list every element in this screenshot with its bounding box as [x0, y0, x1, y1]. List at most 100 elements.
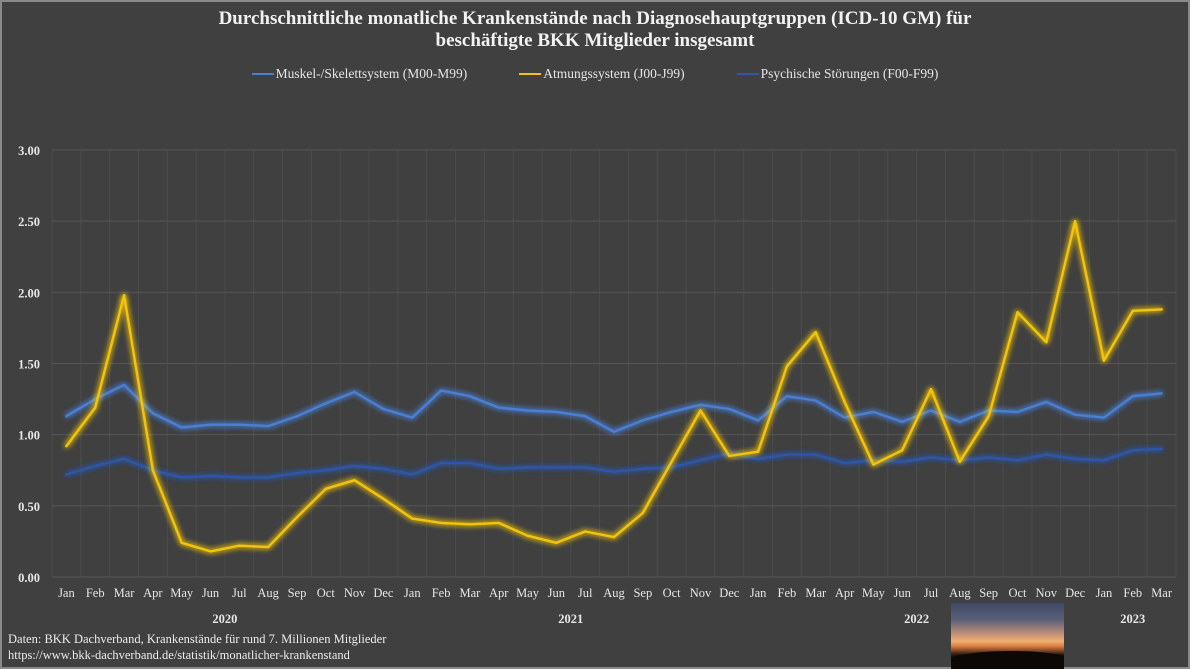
y-axis: 0.00 0.50 1.00 1.50 2.00 2.50 3.00 [18, 144, 40, 585]
data-point-psychisch [929, 456, 933, 459]
data-point-muskel [728, 407, 731, 411]
data-point-muskel [814, 399, 817, 402]
y-tick-label: 0.50 [18, 500, 40, 514]
chart-legend: Muskel-/Skelettsystem (M00-M99) Atmungss… [0, 66, 1190, 82]
data-point-atmung [1160, 308, 1163, 311]
data-point-atmung [670, 460, 673, 463]
data-point-atmung [583, 530, 587, 533]
year-label: 2021 [558, 612, 583, 626]
legend-item-atmung: Atmungssystem (J00-J99) [519, 66, 685, 82]
source-line-1: Daten: BKK Dachverband, Krankenstände fü… [8, 632, 387, 646]
data-point-muskel [65, 414, 68, 418]
x-axis: Jan Feb Mar Apr May Jun Jul Aug Sep Oct Nov Dec Jan F… [58, 586, 1173, 626]
data-point-muskel [324, 402, 327, 405]
data-point-psychisch [1016, 459, 1019, 462]
data-point-muskel [468, 395, 472, 398]
data-point-muskel [382, 407, 385, 411]
data-point-atmung [641, 511, 645, 515]
x-tick-label: Dec [373, 586, 394, 600]
data-point-psychisch [180, 476, 183, 479]
data-point-atmung [699, 409, 702, 412]
x-tick-label: Mar [114, 586, 136, 600]
data-point-atmung [958, 460, 962, 463]
data-point-muskel [1073, 413, 1077, 416]
data-point-atmung [872, 463, 875, 466]
data-point-psychisch [785, 453, 789, 456]
data-point-psychisch [411, 473, 414, 476]
data-point-psychisch [526, 466, 529, 469]
data-point-atmung [295, 516, 299, 519]
year-label: 2022 [904, 612, 929, 626]
data-point-muskel [238, 423, 241, 426]
x-tick-label: Nov [344, 586, 366, 600]
data-point-psychisch [699, 459, 702, 462]
series-line-muskel [65, 383, 1163, 433]
data-point-atmung [901, 449, 904, 452]
data-point-psychisch [641, 467, 645, 471]
data-point-muskel [1016, 410, 1019, 414]
x-tick-label: Apr [489, 586, 509, 600]
data-point-muskel [929, 409, 933, 412]
legend-item-psychisch: Psychische Störungen (F00-F99) [736, 66, 939, 82]
data-point-atmung [1102, 359, 1106, 362]
data-point-atmung [266, 545, 270, 549]
x-tick-label: Dec [719, 586, 740, 600]
data-point-muskel [353, 390, 356, 394]
data-point-atmung [756, 450, 760, 453]
data-point-psychisch [555, 466, 558, 469]
data-point-atmung [324, 487, 327, 490]
data-point-psychisch [1160, 447, 1163, 451]
y-tick-label: 3.00 [18, 144, 40, 158]
x-tick-label: Jul [232, 586, 247, 600]
x-tick-label: Jul [924, 586, 939, 600]
data-point-muskel [1102, 416, 1106, 419]
data-point-muskel [699, 403, 702, 406]
data-point-psychisch [382, 467, 385, 471]
x-tick-label: Mar [1151, 586, 1173, 600]
data-point-psychisch [209, 474, 212, 478]
x-tick-label: Jun [894, 586, 912, 600]
year-label: 2020 [212, 612, 237, 626]
y-tick-label: 2.50 [18, 215, 40, 229]
data-point-muskel [843, 416, 846, 419]
x-tick-label: Sep [979, 586, 998, 600]
data-point-atmung [353, 479, 356, 482]
data-point-atmung [180, 541, 183, 545]
data-point-muskel [266, 424, 270, 428]
x-tick-label: Jul [578, 586, 593, 600]
data-point-muskel [1131, 395, 1134, 398]
x-tick-label: May [516, 586, 540, 600]
grid [51, 149, 1177, 578]
data-point-psychisch [1102, 459, 1106, 462]
x-tick-label: Feb [432, 586, 451, 600]
x-tick-label: Aug [949, 586, 971, 600]
legend-label-psychisch: Psychische Störungen (F00-F99) [760, 66, 939, 81]
legend-swatch-psychisch [736, 73, 759, 75]
data-point-psychisch [901, 460, 904, 463]
legend-label-atmung: Atmungssystem (J00-J99) [543, 66, 685, 81]
data-point-psychisch [353, 464, 356, 468]
data-point-atmung [238, 544, 241, 547]
data-point-muskel [209, 423, 212, 426]
data-point-psychisch [1131, 449, 1134, 452]
x-tick-label: Feb [1123, 586, 1142, 600]
data-point-psychisch [439, 461, 443, 465]
data-point-muskel [526, 409, 529, 412]
chart-title: Durchschnittliche monatliche Krankenstän… [0, 8, 1190, 52]
data-point-muskel [612, 430, 616, 434]
data-point-psychisch [583, 466, 587, 469]
series-lines [65, 219, 1163, 553]
data-point-psychisch [497, 467, 500, 471]
data-point-atmung [1073, 219, 1077, 223]
data-point-atmung [526, 534, 529, 537]
x-tick-label: Sep [633, 586, 652, 600]
data-point-psychisch [295, 471, 299, 475]
x-tick-label: Apr [835, 586, 855, 600]
x-tick-label: Jan [58, 586, 75, 600]
chart-title-line-1: Durchschnittliche monatliche Krankenstän… [218, 8, 972, 29]
data-point-psychisch [1045, 453, 1048, 456]
x-tick-label: Oct [317, 586, 336, 600]
x-tick-label: Aug [257, 586, 279, 600]
x-tick-label: Feb [778, 586, 797, 600]
x-tick-label: Oct [663, 586, 682, 600]
